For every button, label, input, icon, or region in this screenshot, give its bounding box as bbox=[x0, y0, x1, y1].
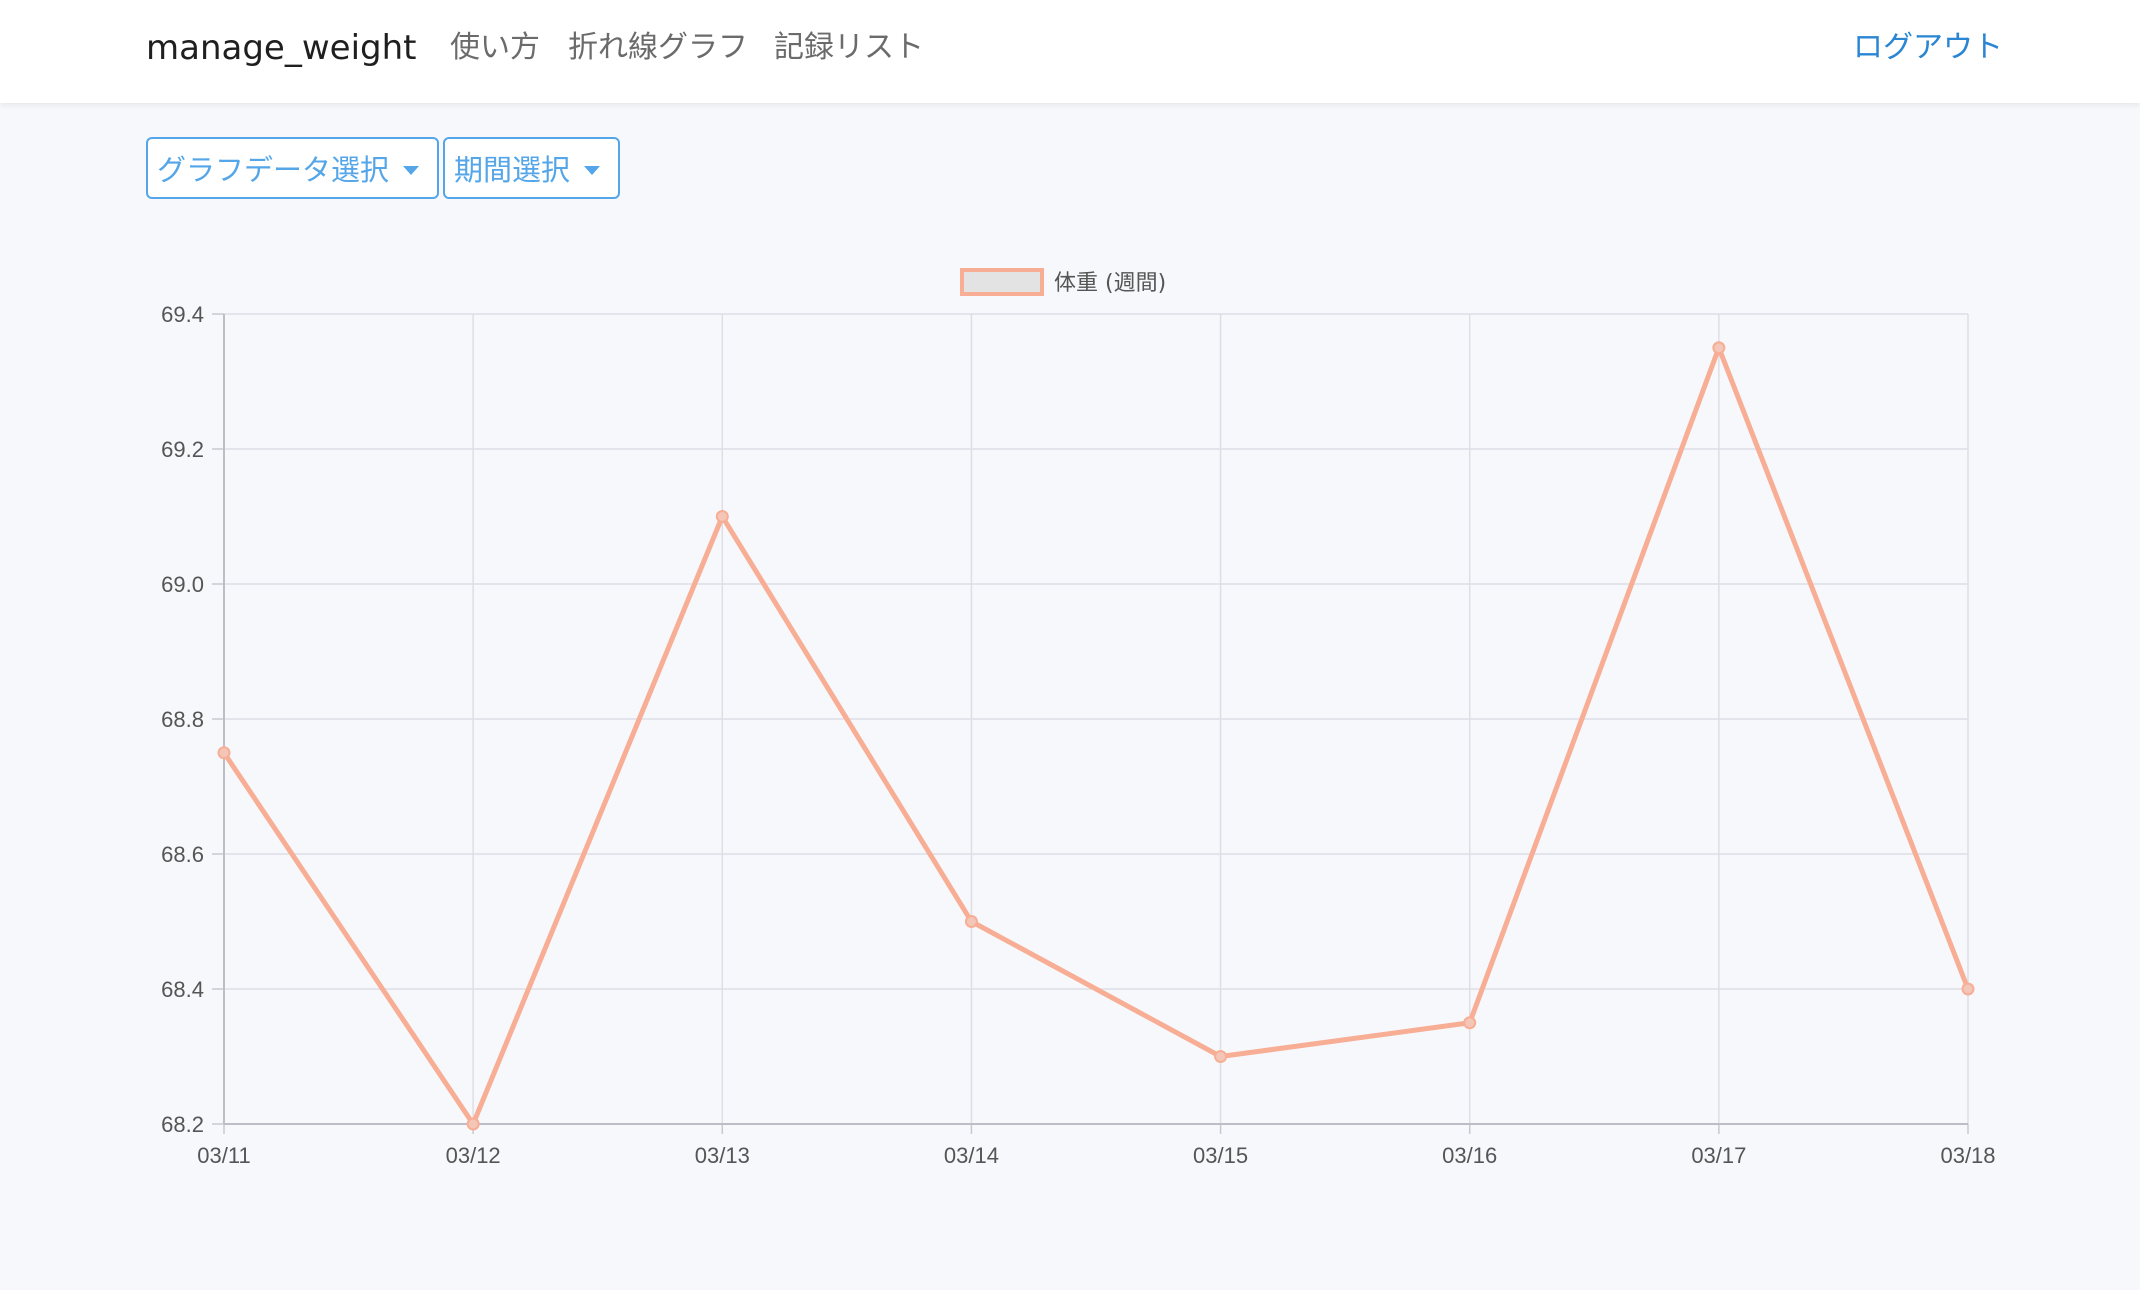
chart-legend: 体重 (週間) bbox=[960, 268, 1166, 296]
series-line bbox=[221, 345, 1971, 1127]
brand-logo[interactable]: manage_weight bbox=[146, 28, 417, 68]
x-tick-label: 03/14 bbox=[944, 1143, 999, 1168]
period-select-button[interactable]: 期間選択 bbox=[443, 137, 621, 199]
data-point bbox=[964, 915, 978, 928]
caret-down-icon bbox=[584, 165, 601, 175]
legend-swatch bbox=[960, 268, 1044, 296]
data-point bbox=[217, 746, 231, 760]
x-tick-label: 03/18 bbox=[1940, 1143, 1995, 1168]
chart-axes bbox=[212, 313, 1969, 1134]
y-tick-label: 68.6 bbox=[161, 842, 204, 867]
x-tick-label: 03/11 bbox=[197, 1143, 250, 1168]
period-select-label: 期間選択 bbox=[454, 153, 571, 187]
nav-link-line-graph[interactable]: 折れ線グラフ bbox=[568, 30, 748, 65]
y-axis-labels: 68.2 68.4 68.6 68.8 69.0 69.2 69.4 bbox=[161, 302, 204, 1137]
nav-link-record-list[interactable]: 記録リスト bbox=[774, 30, 924, 65]
x-axis-labels: 03/11 03/12 03/13 03/14 03/15 03/16 03/17 03/18 bbox=[197, 1143, 1995, 1168]
y-tick-label: 69.4 bbox=[161, 302, 204, 327]
x-tick-label: 03/13 bbox=[695, 1143, 750, 1168]
legend-label: 体重 (週間) bbox=[1054, 271, 1166, 296]
data-point bbox=[715, 510, 729, 523]
data-point bbox=[466, 1117, 480, 1131]
navbar: manage_weight 使い方 折れ線グラフ 記録リスト ログアウト bbox=[0, 0, 2140, 103]
y-tick-label: 68.4 bbox=[161, 977, 204, 1002]
data-point bbox=[1712, 341, 1726, 355]
graph-data-select-label: グラフデータ選択 bbox=[157, 153, 390, 187]
chart-grid bbox=[223, 313, 1969, 1125]
y-tick-label: 68.2 bbox=[161, 1112, 204, 1137]
x-tick-label: 03/17 bbox=[1691, 1143, 1746, 1168]
y-tick-label: 69.0 bbox=[161, 572, 204, 597]
x-tick-label: 03/12 bbox=[446, 1143, 501, 1168]
nav-link-how-to-use[interactable]: 使い方 bbox=[450, 30, 540, 65]
data-point bbox=[1463, 1016, 1477, 1030]
logout-link[interactable]: ログアウト bbox=[1853, 30, 2003, 65]
y-tick-label: 68.8 bbox=[161, 707, 204, 732]
chart-series bbox=[217, 341, 1975, 1131]
data-point bbox=[1961, 982, 1975, 996]
x-tick-label: 03/16 bbox=[1442, 1143, 1497, 1168]
x-tick-label: 03/15 bbox=[1193, 1143, 1248, 1168]
y-tick-label: 69.2 bbox=[161, 437, 204, 462]
graph-data-select-button[interactable]: グラフデータ選択 bbox=[146, 137, 440, 199]
caret-down-icon bbox=[403, 165, 420, 175]
data-point bbox=[1214, 1050, 1228, 1063]
